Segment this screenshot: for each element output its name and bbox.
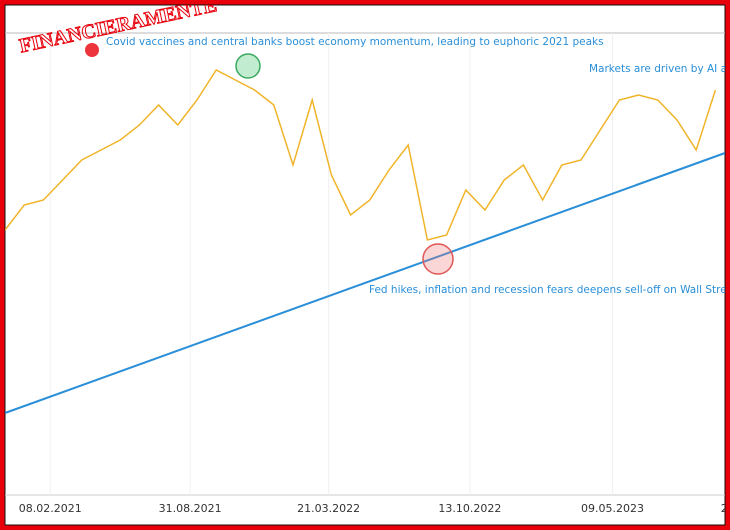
plot-area	[4, 4, 726, 526]
x-tick-label: 24	[721, 502, 730, 515]
line	[5, 69, 717, 241]
annotations: Covid vaccines and central banks boost e…	[17, 5, 727, 296]
annotation: Covid vaccines and central banks boost e…	[106, 36, 604, 48]
line	[5, 152, 725, 414]
x-tick-label: 21.03.2022	[297, 502, 360, 515]
x-tick-label: 31.08.2021	[159, 502, 222, 515]
trough-marker	[422, 243, 454, 275]
annotation: Fed hikes, inflation and recession fears…	[369, 284, 727, 296]
x-ticks: 08.02.2021 31.08.2021 21.03.2022 13.10.2022…	[19, 502, 730, 515]
annotation: Markets are driven by AI a	[589, 63, 727, 75]
peak-marker	[235, 53, 261, 79]
logo	[85, 43, 99, 57]
x-tick-label: 08.02.2021	[19, 502, 82, 515]
x-tick-label: 09.05.2023	[581, 502, 644, 515]
series	[5, 69, 725, 414]
x-tick-label: 13.10.2022	[438, 502, 501, 515]
